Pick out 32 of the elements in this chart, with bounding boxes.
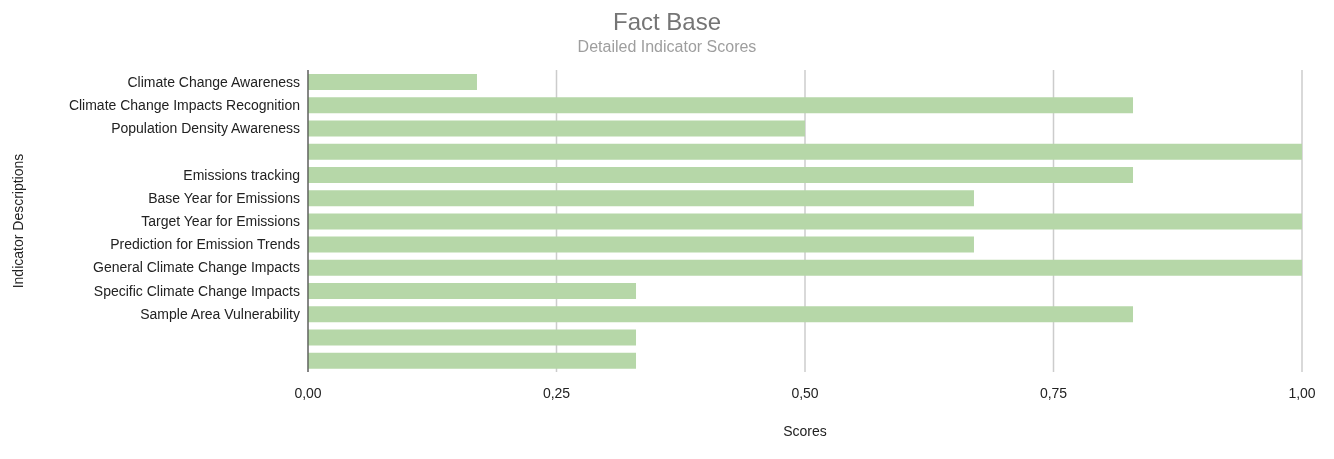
bar	[308, 143, 1302, 160]
y-tick-label: Target Year for Emissions	[141, 212, 300, 229]
bar	[308, 236, 974, 253]
y-tick-label: Population Density Awareness	[111, 120, 300, 137]
y-tick-label: Prediction for Emission Trends	[110, 236, 300, 253]
y-tick-label: Climate Change Awareness	[127, 73, 300, 90]
y-tick-label: Emissions tracking	[183, 166, 300, 183]
x-tick-label: 0,75	[1039, 384, 1068, 401]
bar	[308, 190, 974, 207]
bar	[308, 97, 1134, 114]
chart-subtitle: Detailed Indicator Scores	[576, 38, 758, 57]
chart-title: Fact Base	[611, 8, 722, 37]
bar	[308, 166, 1134, 183]
bar	[308, 306, 1134, 323]
y-tick-label: General Climate Change Impacts	[93, 259, 300, 276]
bar	[308, 74, 477, 90]
y-tick-label: Sample Area Vulnerability	[140, 305, 300, 322]
x-tick-label: 0,25	[542, 384, 571, 401]
y-axis-title: Indicator Descriptions	[9, 153, 26, 289]
bar	[308, 259, 1302, 276]
bar	[308, 283, 637, 300]
x-tick-label: 0,50	[791, 384, 819, 401]
y-tick-label: Base Year for Emissions	[148, 189, 300, 206]
x-tick-label: 1,00	[1288, 384, 1316, 401]
bar	[308, 329, 637, 346]
y-tick-label: Specific Climate Change Impacts	[93, 282, 300, 299]
bar	[308, 120, 805, 137]
x-axis-title: Scores	[783, 423, 827, 439]
bar	[308, 213, 1302, 230]
y-tick-label: Climate Change Impacts Recognition	[68, 96, 300, 113]
x-tick-label: 0,00	[294, 384, 322, 401]
bar	[308, 352, 637, 369]
